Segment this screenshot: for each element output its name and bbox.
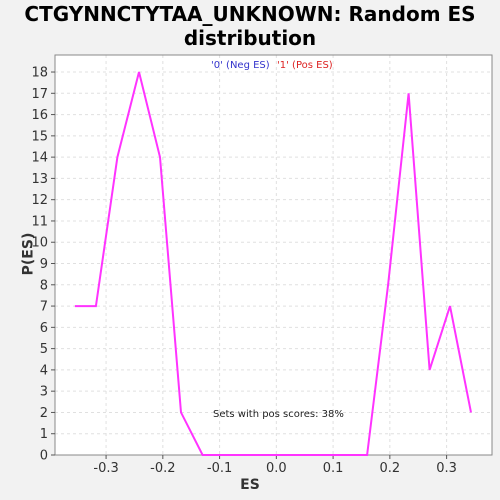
legend: '0' (Neg ES) '1' (Pos ES) — [211, 60, 333, 71]
y-tick-label: 2 — [40, 406, 48, 421]
y-axis-label: P(ES) — [20, 232, 37, 276]
chart-title: CTGYNNCTYTAA_UNKNOWN: Random ES distribu… — [0, 2, 500, 50]
chart-title-line1: CTGYNNCTYTAA_UNKNOWN: Random ES — [24, 2, 476, 26]
x-tick-label: -0.3 — [93, 461, 118, 476]
y-tick-label: 9 — [40, 257, 48, 272]
y-tick-label: 3 — [40, 385, 48, 400]
y-tick-label: 13 — [31, 172, 48, 187]
y-tick-label: 18 — [31, 66, 48, 81]
y-tick-label: 14 — [31, 151, 48, 166]
y-tick-label: 1 — [40, 427, 48, 442]
series-line — [74, 71, 472, 456]
x-tick-label: 0.0 — [266, 461, 287, 476]
y-tick-label: 15 — [31, 129, 48, 144]
y-tick-label: 17 — [31, 87, 48, 102]
x-tick-label: 0.3 — [436, 461, 457, 476]
y-tick-label: 8 — [40, 278, 48, 293]
y-tick-label: 10 — [31, 236, 48, 251]
plot-background — [55, 55, 492, 455]
y-tick-label: 12 — [31, 193, 48, 208]
x-tick-label: 0.2 — [380, 461, 401, 476]
y-tick-label: 0 — [40, 449, 48, 464]
y-tick-label: 5 — [40, 342, 48, 357]
annotation-pos-scores: Sets with pos scores: 38% — [213, 409, 344, 420]
y-tick-label: 11 — [31, 214, 48, 229]
y-tick-label: 7 — [40, 300, 48, 315]
legend-entry: '1' (Pos ES) — [277, 60, 333, 71]
chart-title-line2: distribution — [183, 26, 317, 50]
x-tick-label: -0.2 — [150, 461, 175, 476]
x-axis-label: ES — [240, 477, 260, 493]
x-tick-label: -0.1 — [207, 461, 232, 476]
y-tick-label: 4 — [40, 363, 48, 378]
legend-entry: '0' (Neg ES) — [211, 60, 270, 71]
x-tick-label: 0.1 — [323, 461, 344, 476]
y-tick-label: 16 — [31, 108, 48, 123]
y-tick-label: 6 — [40, 321, 48, 336]
